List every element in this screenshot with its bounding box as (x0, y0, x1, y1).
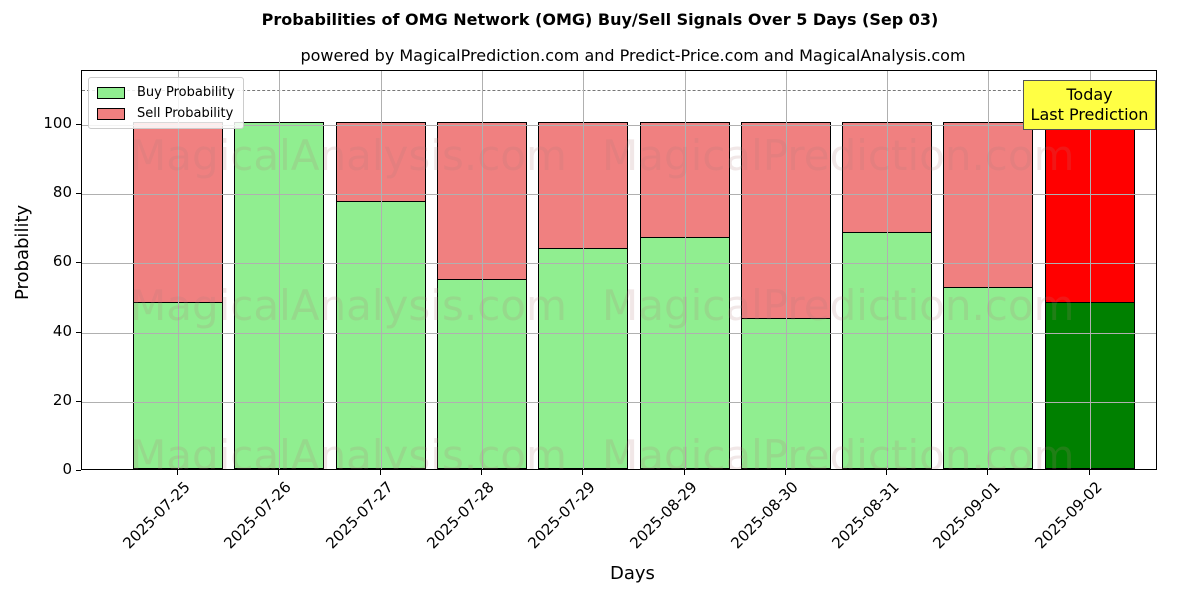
y-tick-mark (76, 331, 81, 333)
y-tick-label: 100 (43, 114, 72, 132)
legend: Buy Probability Sell Probability (88, 77, 244, 129)
gridline-v (279, 71, 281, 469)
gridline-h (82, 125, 1156, 126)
buy-swatch-icon (97, 86, 125, 99)
y-tick-mark (76, 193, 81, 195)
y-tick-label: 40 (52, 321, 72, 340)
x-tick-mark (886, 470, 888, 475)
x-tick-mark (784, 470, 786, 475)
gridline-v (178, 71, 179, 469)
sell-swatch-icon (97, 107, 125, 120)
gridline-h (82, 263, 1156, 265)
y-tick-label: 80 (52, 183, 72, 202)
x-tick-label: 2025-08-30 (727, 478, 802, 553)
plot-area: Buy Probability Sell Probability Today L… (81, 70, 1157, 470)
gridline-v (1089, 71, 1091, 469)
legend-item-sell: Sell Probability (97, 103, 235, 124)
x-tick-mark (683, 470, 685, 475)
x-tick-mark (379, 470, 381, 475)
y-tick-label: 60 (52, 252, 72, 271)
x-tick-label: 2025-07-28 (423, 478, 498, 553)
y-tick-mark (76, 124, 81, 125)
annotation-line-1: Today (1066, 85, 1113, 104)
gridline-v (481, 71, 483, 469)
gridline-h (82, 401, 1156, 403)
x-tick-mark (480, 470, 482, 475)
y-tick-label: 20 (52, 390, 72, 409)
x-tick-mark (278, 470, 280, 475)
chart-subtitle: powered by MagicalPrediction.com and Pre… (300, 46, 966, 65)
x-tick-label: 2025-09-01 (929, 478, 1005, 553)
gridline-v (785, 71, 787, 469)
x-tick-mark (1088, 470, 1090, 475)
y-axis-label: Probability (12, 204, 33, 300)
gridline-v (583, 71, 585, 469)
gridline-v (887, 71, 889, 469)
chart-title: Probabilities of OMG Network (OMG) Buy/S… (261, 10, 939, 29)
y-tick-label: 0 (62, 460, 72, 478)
reference-line (82, 90, 1156, 91)
x-tick-label: 2025-08-29 (625, 478, 701, 553)
legend-item-buy: Buy Probability (97, 82, 235, 103)
gridline-h (82, 332, 1156, 334)
x-tick-label: 2025-07-29 (524, 478, 599, 553)
x-tick-label: 2025-07-25 (119, 478, 194, 553)
gridline-h (82, 194, 1156, 196)
x-tick-mark (987, 470, 989, 475)
x-axis-label: Days (610, 563, 655, 584)
legend-label-sell: Sell Probability (137, 106, 234, 121)
y-tick-mark (76, 400, 81, 402)
today-annotation: Today Last Prediction (1023, 80, 1156, 130)
x-tick-label: 2025-08-31 (828, 478, 903, 553)
x-tick-label: 2025-07-27 (321, 478, 397, 553)
x-tick-mark (582, 470, 584, 475)
gridline-v (988, 71, 990, 469)
annotation-line-2: Last Prediction (1030, 105, 1149, 124)
x-tick-mark (177, 470, 178, 475)
gridline-v (684, 71, 686, 469)
gridline-v (380, 71, 382, 469)
legend-label-buy: Buy Probability (137, 85, 235, 100)
x-tick-label: 2025-09-02 (1031, 478, 1106, 553)
y-tick-mark (76, 470, 81, 471)
y-tick-mark (76, 262, 81, 264)
x-tick-label: 2025-07-26 (220, 478, 296, 553)
